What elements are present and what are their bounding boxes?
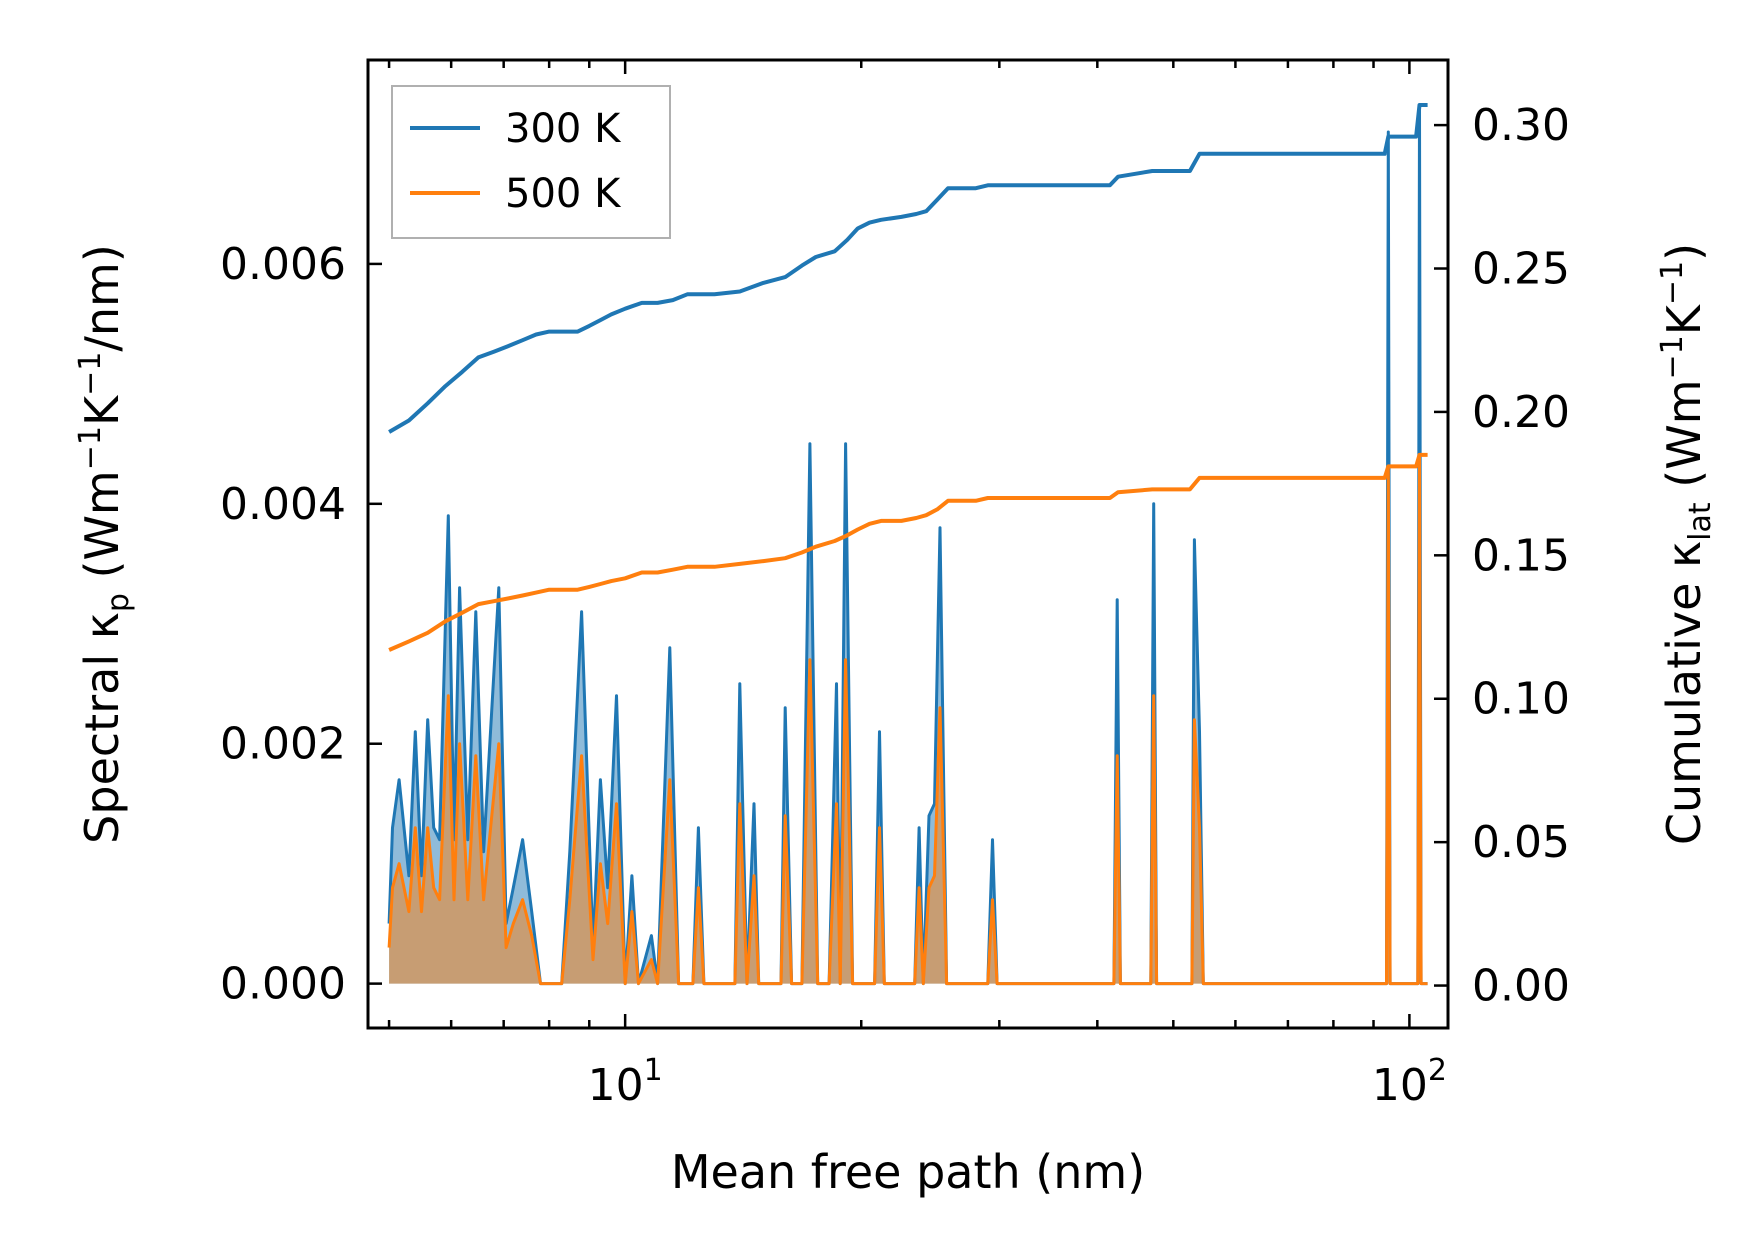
x-tick-label: 101 bbox=[588, 1053, 663, 1111]
y-left-tick-label: 0.004 bbox=[220, 479, 346, 530]
y-right-tick-label: 0.30 bbox=[1472, 100, 1570, 151]
y-right-tick-label: 0.00 bbox=[1472, 961, 1570, 1012]
spectral-area-300k bbox=[389, 108, 1428, 984]
y-right-tick-label: 0.20 bbox=[1472, 387, 1570, 438]
legend: 300 K 500 K bbox=[391, 85, 671, 239]
y-right-tick-label: 0.05 bbox=[1472, 817, 1570, 868]
y-right-tick-label: 0.15 bbox=[1472, 530, 1570, 581]
spectral-area-500k bbox=[389, 455, 1428, 984]
spectral-area-layer bbox=[387, 106, 1428, 986]
y-axis-left-title: Spectral κp (Wm−1K−1/nm) bbox=[73, 244, 136, 844]
y-left-tick-label: 0.002 bbox=[220, 719, 346, 770]
spectral-line-500k bbox=[387, 454, 1428, 986]
plot-frame bbox=[366, 58, 1450, 1030]
y-axis-right-title: Cumulative κlat (Wm−1K−1) bbox=[1655, 243, 1718, 845]
tick-layer bbox=[368, 60, 1448, 1028]
y-right-tick-label: 0.10 bbox=[1472, 674, 1570, 725]
y-right-tick-label: 0.25 bbox=[1472, 244, 1570, 295]
y-left-tick-label: 0.000 bbox=[220, 959, 346, 1010]
cumulative-line-layer bbox=[388, 103, 1428, 652]
cumulative-line-300k bbox=[388, 103, 1428, 434]
legend-box bbox=[391, 85, 671, 239]
x-axis-title: Mean free path (nm) bbox=[671, 1145, 1145, 1199]
spectral-line-300k bbox=[387, 106, 1428, 986]
legend-label-500k: 500 K bbox=[505, 171, 622, 217]
legend-label-300k: 300 K bbox=[505, 106, 622, 152]
tick-label-layer: 101 102 0.000 0.002 0.004 0.006 0.00 0.05 0.10 0.… bbox=[220, 100, 1570, 1111]
y-left-tick-label: 0.006 bbox=[220, 239, 346, 290]
cumulative-line-500k bbox=[388, 452, 1428, 652]
x-tick-label: 102 bbox=[1372, 1053, 1447, 1111]
